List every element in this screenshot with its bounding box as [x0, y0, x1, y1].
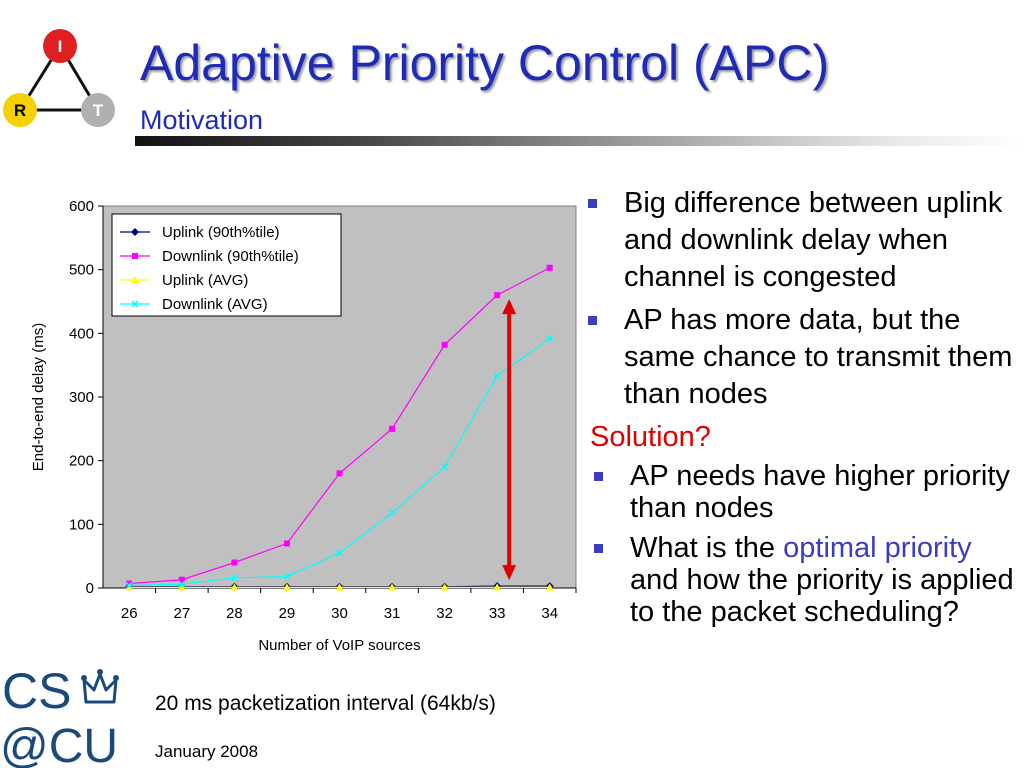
bullet-item: AP has more data, but the same chance to…: [588, 302, 1018, 413]
data-point: [388, 509, 396, 517]
sub-bullet-item: AP needs have higher priority than nodes: [588, 460, 1018, 524]
data-point: [125, 581, 133, 589]
y-tick-label: 100: [69, 516, 94, 533]
x-axis-label: Number of VoIP sources: [258, 637, 420, 654]
bullet-text: Big difference between uplink and downli…: [624, 187, 1003, 293]
delay-chart: 0 100 200 300 400 500 600 26 27 28 29 30 31 32 33 34 Num…: [30, 198, 577, 654]
bullet-square-icon: [594, 544, 603, 553]
x-tick-label: 28: [226, 605, 243, 622]
logo-letter-t: T: [93, 101, 104, 120]
logo-letter-r: R: [14, 101, 26, 120]
y-tick-label: 300: [69, 389, 94, 406]
data-point: [131, 228, 139, 236]
cs-at-cu-logo: CS @CU: [0, 663, 119, 768]
sub-bullet-text-start: What is the: [630, 532, 784, 564]
data-point: [388, 583, 397, 591]
data-point: [283, 573, 291, 581]
x-tick-label: 31: [384, 605, 401, 622]
data-point: [546, 334, 554, 342]
data-point: [230, 583, 239, 591]
data-point: [131, 276, 139, 283]
x-tick-label: 27: [173, 605, 190, 622]
data-point: [125, 583, 134, 591]
arrow-head-up: [502, 299, 517, 315]
crown-icon: [81, 669, 119, 704]
bullet-text: AP has more data, but the same chance to…: [624, 304, 1013, 410]
sub-bullet-item: What is the optimal priority and how the…: [588, 532, 1018, 628]
data-point: [335, 549, 344, 557]
data-point: [441, 341, 448, 348]
data-point: [230, 574, 238, 582]
y-tick-label: 600: [69, 198, 94, 215]
y-axis-label: End-to-end delay (ms): [30, 323, 47, 471]
bullet-list: Big difference between uplink and downli…: [588, 185, 1018, 636]
data-point: [441, 463, 449, 471]
bullet-square-icon: [588, 316, 597, 325]
arrow-head-down: [502, 565, 517, 581]
x-tick-label: 32: [436, 605, 453, 622]
bullet-item: Big difference between uplink and downli…: [588, 185, 1018, 296]
footer-date: January 2008: [155, 742, 259, 761]
y-tick-label: 500: [69, 262, 94, 279]
data-point: [177, 583, 186, 591]
data-point: [440, 583, 449, 591]
solution-label: Solution?: [590, 421, 711, 453]
data-point: [335, 583, 344, 591]
legend-box: [111, 213, 342, 317]
data-point: [493, 372, 501, 380]
sub-bullet-text-end: and how the priority is applied to the p…: [630, 564, 1014, 628]
x-tick-label: 29: [279, 605, 296, 622]
optimal-priority-highlight: optimal priority: [783, 532, 972, 564]
legend-label: Downlink (AVG): [162, 296, 268, 313]
x-tick-label: 33: [489, 605, 506, 622]
data-point: [132, 253, 138, 259]
x-tick-label: 34: [541, 605, 558, 622]
legend-label: Uplink (90th%tile): [162, 224, 280, 241]
bullet-square-icon: [594, 472, 603, 481]
legend-label: Downlink (90th%tile): [162, 248, 299, 265]
data-point: [283, 540, 290, 547]
y-tick-label: 200: [69, 453, 94, 470]
x-tick-label: 26: [121, 605, 138, 622]
data-point: [336, 470, 343, 477]
x-tick-label: 30: [331, 605, 348, 622]
logo-text-cs: CS: [2, 663, 71, 719]
title-divider: [135, 136, 1024, 146]
logo-node-t: [81, 93, 115, 127]
data-point: [282, 583, 291, 591]
slide-title: Adaptive Priority Control (APC): [140, 35, 830, 91]
logo-text-at-cu: @CU: [0, 720, 118, 768]
data-point: [493, 583, 502, 591]
sub-bullet-text: AP needs have higher priority than nodes: [630, 460, 1010, 524]
chart-footnote: 20 ms packetization interval (64kb/s): [155, 692, 496, 715]
y-tick-label: 400: [69, 325, 94, 342]
data-point: [178, 580, 186, 588]
logo-letter-i: I: [58, 37, 63, 56]
logo-node-i: [43, 29, 77, 63]
legend-label: Uplink (AVG): [162, 272, 248, 289]
irt-logo: I R T: [3, 29, 115, 127]
logo-node-r: [3, 93, 37, 127]
data-point: [131, 300, 139, 308]
data-point: [178, 576, 185, 583]
data-point: [231, 559, 238, 566]
bullet-square-icon: [588, 199, 597, 208]
y-tick-label: 0: [86, 580, 94, 597]
slide-subtitle: Motivation: [140, 105, 264, 135]
data-point: [389, 425, 396, 432]
data-point: [546, 264, 553, 271]
data-point: [545, 583, 554, 591]
data-point: [494, 292, 501, 299]
